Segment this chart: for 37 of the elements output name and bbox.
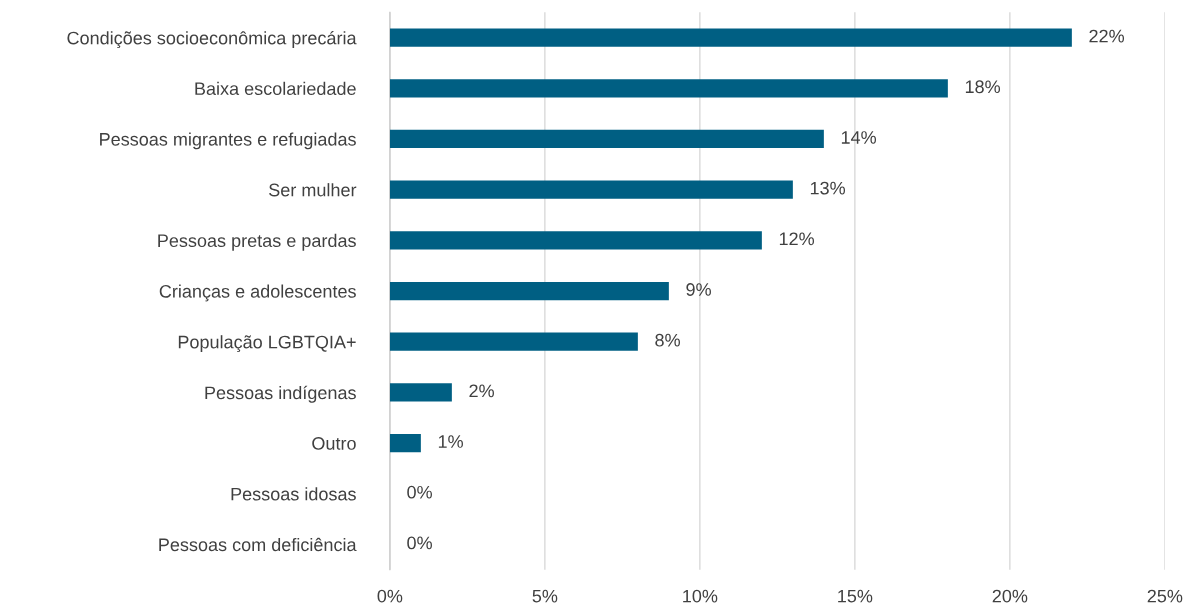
y-tick-label: Condições socioeconômica precária	[67, 30, 357, 49]
data-label: 8%	[655, 333, 680, 347]
data-label: 22%	[1089, 29, 1125, 43]
x-tick-label: 5%	[532, 589, 558, 603]
y-tick-label: Baixa escolariedade	[195, 81, 356, 96]
data-label: 0%	[407, 485, 432, 499]
bar	[389, 433, 421, 453]
bar	[389, 129, 824, 149]
data-label: 14%	[841, 131, 877, 144]
bar	[389, 28, 1072, 47]
bar	[389, 332, 638, 351]
y-tick-label: População LGBTQIA+	[178, 335, 356, 353]
x-tick-label: 10%	[683, 589, 718, 603]
y-tick-label: Pessoas pretas e pardas	[158, 233, 356, 251]
x-tick-label: 0%	[377, 589, 403, 603]
data-label: 9%	[686, 283, 711, 296]
bar	[389, 383, 452, 402]
y-tick-label: Pessoas idosas	[231, 487, 356, 501]
data-label: 12%	[779, 232, 815, 246]
bar	[389, 180, 793, 199]
y-tick-label: Pessoas com deficiência	[159, 537, 357, 552]
data-label: 18%	[965, 80, 1001, 94]
data-label: 13%	[810, 181, 846, 195]
y-tick-label: Ser mulher	[269, 183, 357, 197]
y-tick-label: Pessoas indígenas	[205, 385, 356, 403]
data-label: 2%	[469, 384, 494, 398]
x-tick-label: 25%	[1147, 589, 1183, 603]
data-label: 0%	[407, 536, 432, 550]
y-tick-label: Crianças e adolescentes	[159, 284, 356, 302]
bar	[389, 79, 948, 98]
bar	[389, 281, 669, 301]
x-tick-label: 15%	[838, 589, 873, 603]
x-tick-label: 20%	[992, 589, 1028, 603]
y-tick-label: Pessoas migrantes e refugiadas	[100, 132, 356, 150]
data-label: 1%	[438, 435, 463, 448]
y-tick-label: Outro	[312, 437, 356, 450]
bar	[389, 231, 762, 250]
